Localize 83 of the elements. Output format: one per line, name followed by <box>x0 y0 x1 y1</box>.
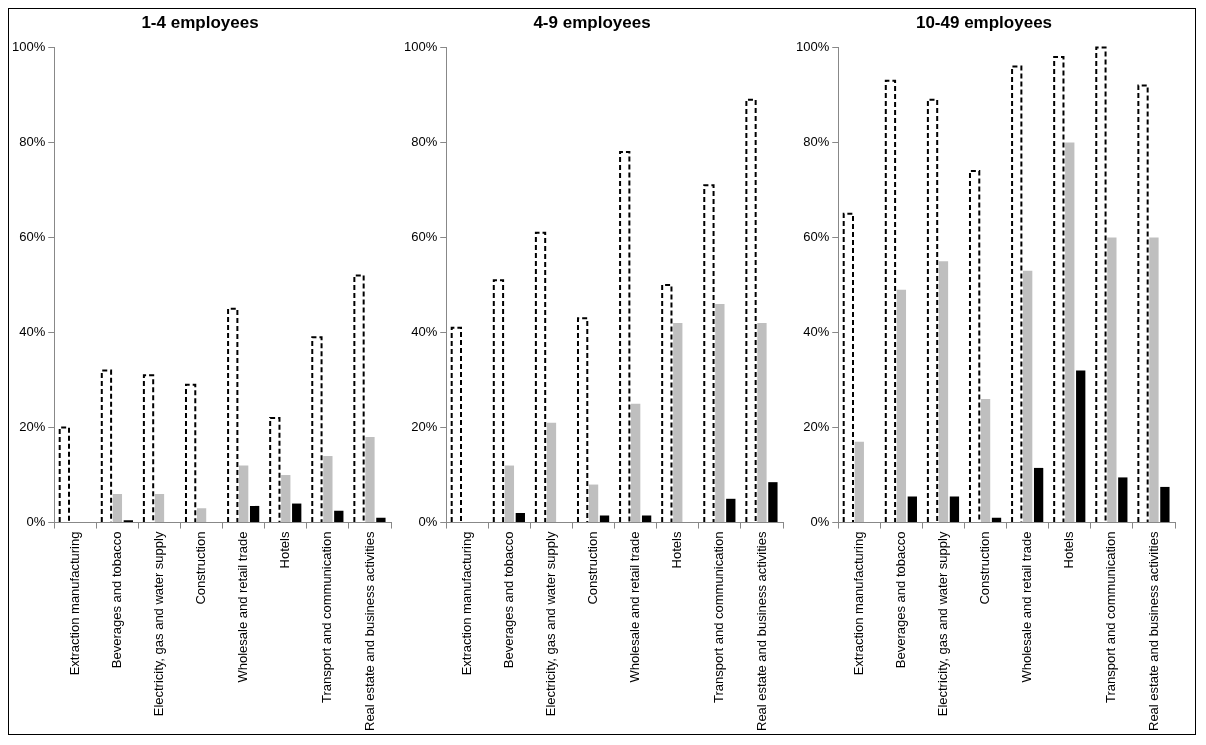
x-tick-label: Real estate and business activities <box>1145 531 1161 732</box>
bar <box>249 505 260 523</box>
bar <box>949 496 960 523</box>
bar <box>715 303 725 523</box>
bar <box>1033 467 1044 523</box>
x-tick-label: Wholesale and retail trade <box>1019 531 1035 683</box>
bar <box>1160 486 1170 523</box>
y-tick-label: 20% <box>411 419 438 435</box>
bar <box>292 503 302 523</box>
y-tick-label: 20% <box>19 419 46 435</box>
bar <box>1107 237 1117 523</box>
x-tick-label: Electricity, gas and water supply <box>543 531 559 717</box>
bar <box>1023 270 1033 523</box>
bar <box>365 437 375 523</box>
chart-title: 1-4 employees <box>141 12 259 32</box>
y-tick-label: 0% <box>26 514 46 530</box>
x-tick-label: Beverages and tobacco <box>108 531 124 669</box>
x-tick-label: Transport and communication <box>1103 531 1119 704</box>
x-tick-label: Real estate and business activities <box>361 531 377 732</box>
bar <box>239 465 249 523</box>
x-tick-label: Construction <box>585 531 601 605</box>
x-tick-label: Construction <box>977 531 993 605</box>
x-tick-label: Wholesale and retail trade <box>627 531 643 683</box>
y-tick-label: 20% <box>803 419 830 435</box>
bar <box>896 289 907 523</box>
bar <box>1076 370 1086 523</box>
bar <box>938 261 949 523</box>
y-tick-label: 0% <box>418 514 438 530</box>
x-tick-label: Wholesale and retail trade <box>235 531 251 683</box>
bar <box>726 498 736 523</box>
bar <box>196 508 207 523</box>
bar <box>768 482 778 523</box>
bar <box>588 484 599 523</box>
bar <box>1118 477 1128 523</box>
bar <box>515 513 525 523</box>
bar <box>991 517 1002 523</box>
x-tick-label: Extraction manufacturing <box>66 531 82 676</box>
chart-title: 4-9 employees <box>533 12 651 32</box>
bar <box>631 403 641 523</box>
y-tick-label: 100% <box>404 38 438 54</box>
x-tick-label: Hotels <box>1061 531 1077 569</box>
y-tick-label: 0% <box>810 514 830 530</box>
bar <box>980 399 991 523</box>
x-tick-label: Transport and communication <box>711 531 727 704</box>
bar <box>854 441 864 523</box>
bar <box>546 422 557 523</box>
x-tick-label: Extraction manufacturing <box>458 531 474 676</box>
y-tick-label: 40% <box>803 324 830 340</box>
bar <box>281 475 291 523</box>
y-tick-label: 40% <box>19 324 46 340</box>
bar <box>154 494 165 523</box>
x-tick-label: Electricity, gas and water supply <box>935 531 951 717</box>
x-tick-label: Beverages and tobacco <box>892 531 908 669</box>
y-tick-label: 60% <box>411 229 438 245</box>
bar <box>599 515 610 523</box>
bar <box>757 322 767 523</box>
bar <box>323 456 333 523</box>
y-tick-label: 100% <box>12 38 46 54</box>
bar <box>504 465 515 523</box>
x-tick-label: Transport and communication <box>319 531 335 704</box>
bar <box>907 496 917 523</box>
y-tick-label: 80% <box>803 134 830 150</box>
bar <box>376 517 386 523</box>
bar <box>1065 142 1075 523</box>
bar <box>673 322 683 523</box>
x-tick-label: Construction <box>193 531 209 605</box>
x-tick-label: Electricity, gas and water supply <box>151 531 167 717</box>
y-tick-label: 80% <box>19 134 46 150</box>
bar <box>641 515 652 523</box>
x-tick-label: Beverages and tobacco <box>500 531 516 669</box>
y-tick-label: 100% <box>796 38 830 54</box>
x-tick-label: Hotels <box>669 531 685 569</box>
chart-title: 10-49 employees <box>915 12 1053 32</box>
bar <box>112 494 123 523</box>
x-tick-label: Extraction manufacturing <box>850 531 866 676</box>
bar <box>1149 237 1159 523</box>
x-tick-label: Real estate and business activities <box>753 531 769 732</box>
bar <box>334 510 344 523</box>
y-tick-label: 60% <box>19 229 46 245</box>
x-tick-label: Hotels <box>277 531 293 569</box>
y-tick-label: 40% <box>411 324 438 340</box>
y-tick-label: 80% <box>411 134 438 150</box>
y-tick-label: 60% <box>803 229 830 245</box>
